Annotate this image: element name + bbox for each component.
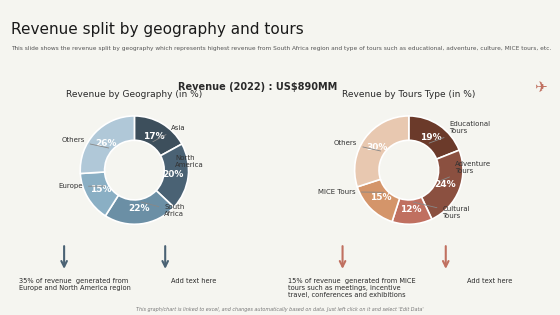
Text: 24%: 24% <box>434 180 456 189</box>
Text: 15%: 15% <box>90 186 111 194</box>
Text: South
Africa: South Africa <box>141 202 185 217</box>
Text: This graph/chart is linked to excel, and changes automatically based on data. Ju: This graph/chart is linked to excel, and… <box>136 307 424 312</box>
Wedge shape <box>80 172 118 216</box>
Text: 30%: 30% <box>367 143 388 152</box>
Text: This slide shows the revenue split by geography which represents highest revenue: This slide shows the revenue split by ge… <box>11 46 552 51</box>
Text: North
America: North America <box>168 156 204 173</box>
Wedge shape <box>134 116 182 156</box>
Wedge shape <box>409 116 459 159</box>
Wedge shape <box>80 116 134 174</box>
Text: Cultural
Tours: Cultural Tours <box>413 202 470 219</box>
Text: MICE Tours: MICE Tours <box>318 189 384 195</box>
Wedge shape <box>354 116 409 187</box>
Title: Revenue by Tours Type (in %): Revenue by Tours Type (in %) <box>342 90 475 99</box>
Text: 15%: 15% <box>371 193 392 202</box>
Text: Others: Others <box>61 137 109 148</box>
Wedge shape <box>105 191 174 224</box>
Text: Europe: Europe <box>58 183 105 189</box>
Text: ✈: ✈ <box>534 80 547 95</box>
Wedge shape <box>422 150 463 219</box>
Text: 17%: 17% <box>143 132 165 141</box>
Text: Add text here: Add text here <box>170 278 216 284</box>
Wedge shape <box>357 179 400 222</box>
Text: Revenue (2022) : US$890MM: Revenue (2022) : US$890MM <box>178 83 337 92</box>
Text: 15% of revenue  generated from MICE
tours such as meetings, incentive
travel, co: 15% of revenue generated from MICE tours… <box>288 278 416 298</box>
Text: Revenue split by geography and tours: Revenue split by geography and tours <box>11 22 304 37</box>
Text: 35% of revenue  generated from
Europe and North America region: 35% of revenue generated from Europe and… <box>19 278 131 291</box>
Title: Revenue by Geography (in %): Revenue by Geography (in %) <box>66 90 203 99</box>
Text: Adventure
Tours: Adventure Tours <box>441 161 491 180</box>
Text: 12%: 12% <box>400 204 422 214</box>
Wedge shape <box>392 197 432 224</box>
Text: 26%: 26% <box>95 139 116 148</box>
Text: Others: Others <box>334 140 381 151</box>
Text: Asia: Asia <box>153 125 186 142</box>
Text: 22%: 22% <box>129 204 150 213</box>
Text: Educational
Tours: Educational Tours <box>429 121 491 143</box>
Wedge shape <box>156 144 189 207</box>
Text: 19%: 19% <box>420 133 441 142</box>
Text: 20%: 20% <box>162 170 184 180</box>
Text: Add text here: Add text here <box>468 278 513 284</box>
